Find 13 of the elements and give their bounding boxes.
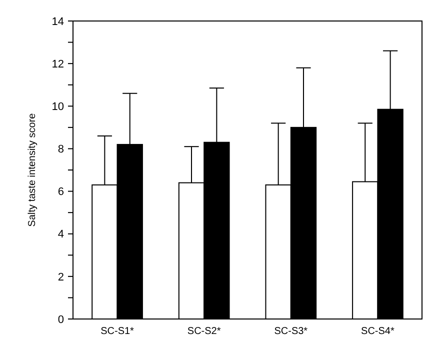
y-tick-label: 14	[52, 16, 64, 28]
y-tick-label: 0	[58, 314, 64, 326]
y-tick-label: 2	[58, 271, 64, 284]
x-tick-label: SC-S3*	[274, 326, 308, 337]
y-tick-label: 12	[52, 58, 64, 70]
y-tick-label: 4	[58, 228, 64, 241]
x-tick-label: SC-S2*	[187, 326, 221, 337]
y-axis-title: Salty taste intensity score	[27, 112, 38, 227]
y-tick-label: 6	[58, 186, 64, 198]
x-tick-label: SC-S4*	[361, 326, 394, 337]
x-tick-label: SC-S1*	[100, 326, 134, 337]
y-tick-label: 10	[52, 100, 64, 113]
y-tick-label: 8	[58, 144, 64, 156]
